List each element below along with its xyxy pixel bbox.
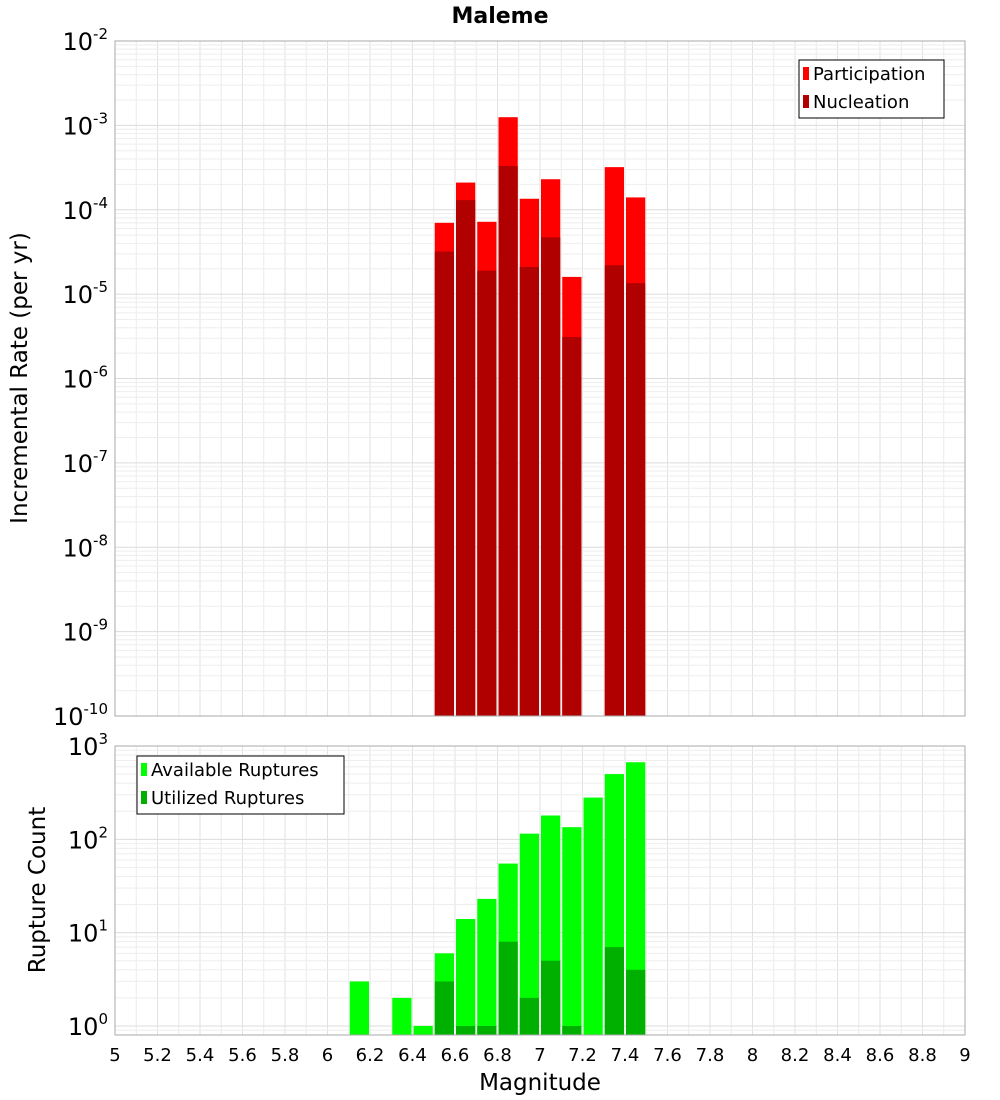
- top-legend-swatch: [803, 67, 809, 80]
- x-tick-label: 8.2: [781, 1045, 810, 1066]
- x-tick-label: 7.6: [653, 1045, 682, 1066]
- bottom-y-tick-label: 102: [68, 823, 108, 854]
- x-tick-label: 5.2: [143, 1045, 172, 1066]
- x-tick-label: 6.4: [398, 1045, 427, 1066]
- bottom-bar-available-ruptures: [349, 981, 369, 1035]
- x-tick-label: 5: [109, 1045, 120, 1066]
- bottom-y-tick-label: 101: [68, 917, 108, 948]
- bottom-bar-available-ruptures: [456, 919, 476, 1035]
- x-tick-label: 6.2: [356, 1045, 385, 1066]
- top-legend-label: Nucleation: [813, 92, 909, 113]
- top-legend-swatch: [803, 95, 809, 108]
- x-tick-label: 7.8: [696, 1045, 725, 1066]
- top-y-tick-label: 10-9: [62, 616, 108, 647]
- bottom-y-tick-label: 103: [68, 730, 108, 761]
- bottom-bar-utilized-ruptures: [456, 1025, 476, 1035]
- x-tick-label: 7.4: [611, 1045, 640, 1066]
- top-y-tick-label: 10-10: [53, 700, 108, 731]
- top-bar-nucleation: [519, 266, 539, 716]
- bottom-bar-utilized-ruptures: [434, 981, 454, 1035]
- top-plot-frame: [114, 40, 966, 717]
- bottom-bar-available-ruptures: [392, 997, 412, 1035]
- bottom-bar-available-ruptures: [413, 1025, 433, 1035]
- x-tick-label: 8: [747, 1045, 758, 1066]
- chart-title: Maleme: [451, 4, 548, 29]
- bottom-y-axis-label: Rupture Count: [25, 807, 51, 973]
- top-bar-nucleation: [626, 283, 646, 716]
- bottom-bar-available-ruptures: [583, 797, 603, 1035]
- bottom-bar-utilized-ruptures: [541, 960, 561, 1035]
- bottom-legend-label: Utilized Ruptures: [151, 788, 304, 809]
- x-tick-label: 6.6: [441, 1045, 470, 1066]
- bottom-bar-utilized-ruptures: [562, 1025, 582, 1035]
- top-y-tick-label: 10-4: [62, 194, 108, 225]
- top-legend-label: Participation: [813, 64, 925, 85]
- bottom-bar-available-ruptures: [477, 898, 497, 1035]
- x-axis-label: Magnitude: [479, 1070, 601, 1096]
- bottom-plot-area: 100 101 102 103 5 5.2 5.4 5.6 5.8 6 6.2 6.4 6.6 6.8 7 7…: [68, 730, 971, 1066]
- top-y-tick-label: 10-8: [62, 531, 108, 562]
- top-bar-nucleation: [562, 337, 582, 716]
- top-y-tick-label: 10-3: [62, 109, 108, 140]
- top-bar-nucleation: [604, 265, 624, 716]
- bottom-legend-swatch: [141, 763, 147, 776]
- x-tick-label: 8.6: [866, 1045, 895, 1066]
- bottom-bar-utilized-ruptures: [498, 941, 518, 1035]
- x-tick-label: 7.2: [568, 1045, 597, 1066]
- top-plot-area: 10-10 10-9 10-8 10-7 10-6 10-5 10-4 10-3 10-2 Par…: [53, 25, 966, 731]
- bottom-bar-available-ruptures: [519, 833, 539, 1035]
- bottom-legend-swatch: [141, 791, 147, 804]
- top-y-tick-label: 10-7: [62, 447, 108, 478]
- top-y-axis-label: Incremental Rate (per yr): [7, 232, 33, 524]
- top-legend-box: [798, 59, 945, 119]
- x-tick-label: 5.8: [271, 1045, 300, 1066]
- top-legend: Participation Nucleation: [798, 59, 945, 119]
- x-tick-label: 9: [959, 1045, 970, 1066]
- bottom-bar-utilized-ruptures: [477, 1025, 497, 1035]
- x-tick-label: 5.6: [228, 1045, 257, 1066]
- bottom-plot-frame: [114, 745, 966, 1036]
- x-tick-label: 6: [322, 1045, 333, 1066]
- bottom-bar-utilized-ruptures: [604, 947, 624, 1035]
- bottom-y-tick-label: 100: [68, 1010, 108, 1041]
- bottom-legend-label: Available Ruptures: [151, 760, 319, 781]
- top-y-tick-label: 10-6: [62, 363, 108, 394]
- x-tick-label: 7: [534, 1045, 545, 1066]
- top-bar-nucleation: [498, 166, 518, 717]
- bottom-bar-utilized-ruptures: [519, 997, 539, 1035]
- top-bar-nucleation: [541, 237, 561, 716]
- bottom-bar-available-ruptures: [562, 827, 582, 1035]
- top-y-tick-label: 10-2: [62, 25, 108, 56]
- top-bar-nucleation: [456, 200, 476, 716]
- top-bar-nucleation: [477, 270, 497, 716]
- x-tick-label: 5.4: [186, 1045, 215, 1066]
- bottom-legend: Available Ruptures Utilized Ruptures: [136, 755, 345, 815]
- x-tick-label: 8.8: [908, 1045, 937, 1066]
- top-bar-nucleation: [434, 251, 454, 716]
- bottom-bar-available-ruptures: [626, 762, 646, 1035]
- x-tick-label: 8.4: [823, 1045, 852, 1066]
- bottom-bar-utilized-ruptures: [626, 969, 646, 1035]
- top-y-tick-label: 10-5: [62, 278, 108, 309]
- x-tick-label: 6.8: [483, 1045, 512, 1066]
- bottom-legend-box: [136, 755, 345, 815]
